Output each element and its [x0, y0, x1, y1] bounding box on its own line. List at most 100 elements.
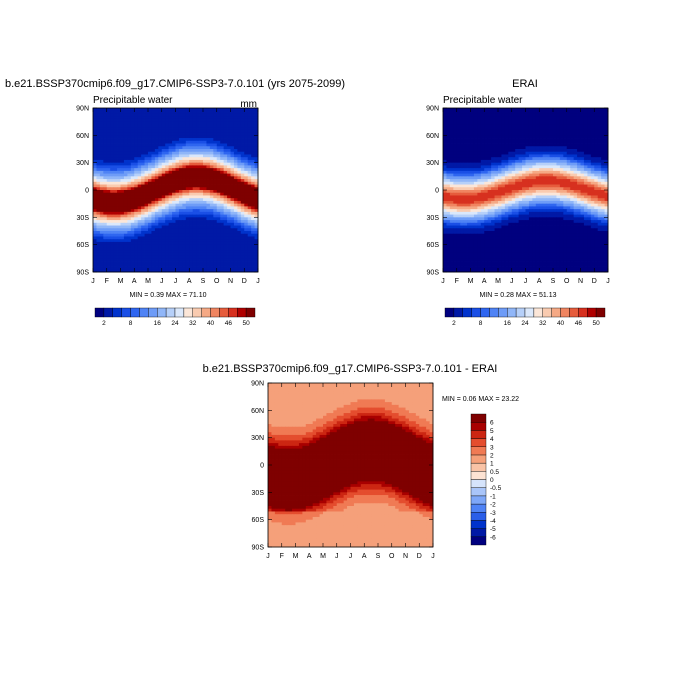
contour-cell	[254, 176, 259, 180]
contour-cell	[99, 198, 104, 202]
contour-cell	[120, 239, 125, 243]
contour-cell	[539, 187, 544, 191]
contour-cell	[189, 252, 194, 256]
contour-cell	[504, 143, 509, 147]
contour-cell	[233, 110, 238, 114]
contour-cell	[182, 203, 187, 207]
contour-cell	[463, 121, 468, 125]
contour-cell	[549, 192, 554, 196]
contour-cell	[172, 200, 176, 205]
contour-cell	[511, 195, 516, 199]
contour-cell	[227, 192, 231, 196]
contour-cell	[580, 143, 585, 147]
contour-cell	[542, 113, 547, 117]
contour-cell	[233, 247, 238, 251]
contour-cell	[120, 231, 125, 235]
contour-cell	[597, 203, 602, 207]
contour-cell	[604, 198, 609, 202]
contour-cell	[141, 138, 145, 142]
contour-cell	[196, 149, 200, 153]
contour-cell	[178, 269, 183, 273]
contour-cell	[137, 140, 142, 144]
contour-cell	[515, 209, 520, 213]
contour-cell	[587, 203, 592, 207]
contour-cell	[130, 236, 135, 240]
contour-cell	[137, 225, 142, 229]
contour-cell	[549, 217, 554, 221]
contour-cell	[563, 129, 568, 133]
contour-cell	[130, 239, 135, 243]
contour-cell	[110, 206, 115, 210]
contour-cell	[172, 261, 176, 265]
contour-cell	[93, 211, 97, 215]
contour-cell	[587, 110, 592, 114]
contour-cell	[480, 176, 485, 180]
contour-cell	[209, 121, 214, 125]
contour-cell	[137, 110, 142, 114]
contour-cell	[141, 124, 145, 128]
contour-cell	[113, 118, 118, 123]
contour-cell	[559, 108, 564, 112]
contour-cell	[199, 124, 204, 128]
contour-cell	[556, 220, 561, 224]
contour-cell	[525, 198, 530, 202]
contour-cell	[601, 184, 605, 188]
contour-cell	[532, 110, 537, 114]
panel-model-units: mm	[240, 99, 257, 110]
contour-cell	[148, 250, 152, 254]
contour-cell	[446, 113, 451, 117]
contour-cell	[106, 266, 111, 270]
contour-cell	[590, 110, 595, 114]
contour-cell	[192, 168, 197, 172]
contour-cell	[148, 140, 152, 144]
contour-cell	[203, 220, 207, 224]
contour-cell	[127, 203, 132, 207]
contour-cell	[172, 241, 176, 246]
contour-cell	[491, 116, 495, 120]
contour-cell	[244, 244, 249, 248]
contour-cell	[93, 121, 97, 125]
contour-cell	[477, 184, 482, 188]
contour-cell	[583, 162, 588, 166]
contour-cell	[247, 195, 252, 199]
contour-cell	[123, 266, 128, 270]
contour-cell	[470, 129, 475, 133]
contour-cell	[213, 149, 218, 153]
contour-cell	[449, 220, 454, 224]
contour-cell	[130, 247, 135, 251]
contour-cell	[484, 176, 489, 180]
contour-cell	[456, 113, 461, 117]
x-tick-label: J	[91, 278, 95, 285]
contour-cell	[220, 239, 225, 243]
contour-cell	[251, 206, 255, 210]
contour-cell	[161, 225, 166, 229]
contour-cell	[453, 129, 458, 133]
contour-cell	[213, 190, 218, 194]
contour-cell	[535, 190, 540, 194]
contour-cell	[532, 200, 537, 205]
contour-cell	[511, 187, 516, 191]
contour-cell	[220, 127, 225, 131]
contour-cell	[199, 190, 204, 194]
contour-cell	[467, 157, 471, 161]
contour-cell	[141, 146, 145, 150]
contour-cell	[185, 220, 190, 224]
contour-cell	[103, 206, 108, 210]
contour-cell	[443, 143, 447, 147]
contour-cell	[590, 124, 595, 128]
contour-cell	[470, 179, 475, 183]
contour-cell	[172, 159, 176, 164]
contour-cell	[456, 200, 461, 205]
contour-cell	[251, 192, 255, 196]
contour-cell	[203, 198, 207, 202]
contour-cell	[120, 118, 125, 123]
contour-cell	[141, 255, 145, 259]
contour-cell	[151, 110, 156, 114]
contour-cell	[604, 124, 609, 128]
contour-cell	[508, 124, 513, 128]
contour-cell	[192, 110, 197, 114]
contour-cell	[158, 184, 163, 188]
contour-cell	[251, 118, 255, 123]
contour-cell	[535, 154, 540, 158]
contour-cell	[203, 250, 207, 254]
